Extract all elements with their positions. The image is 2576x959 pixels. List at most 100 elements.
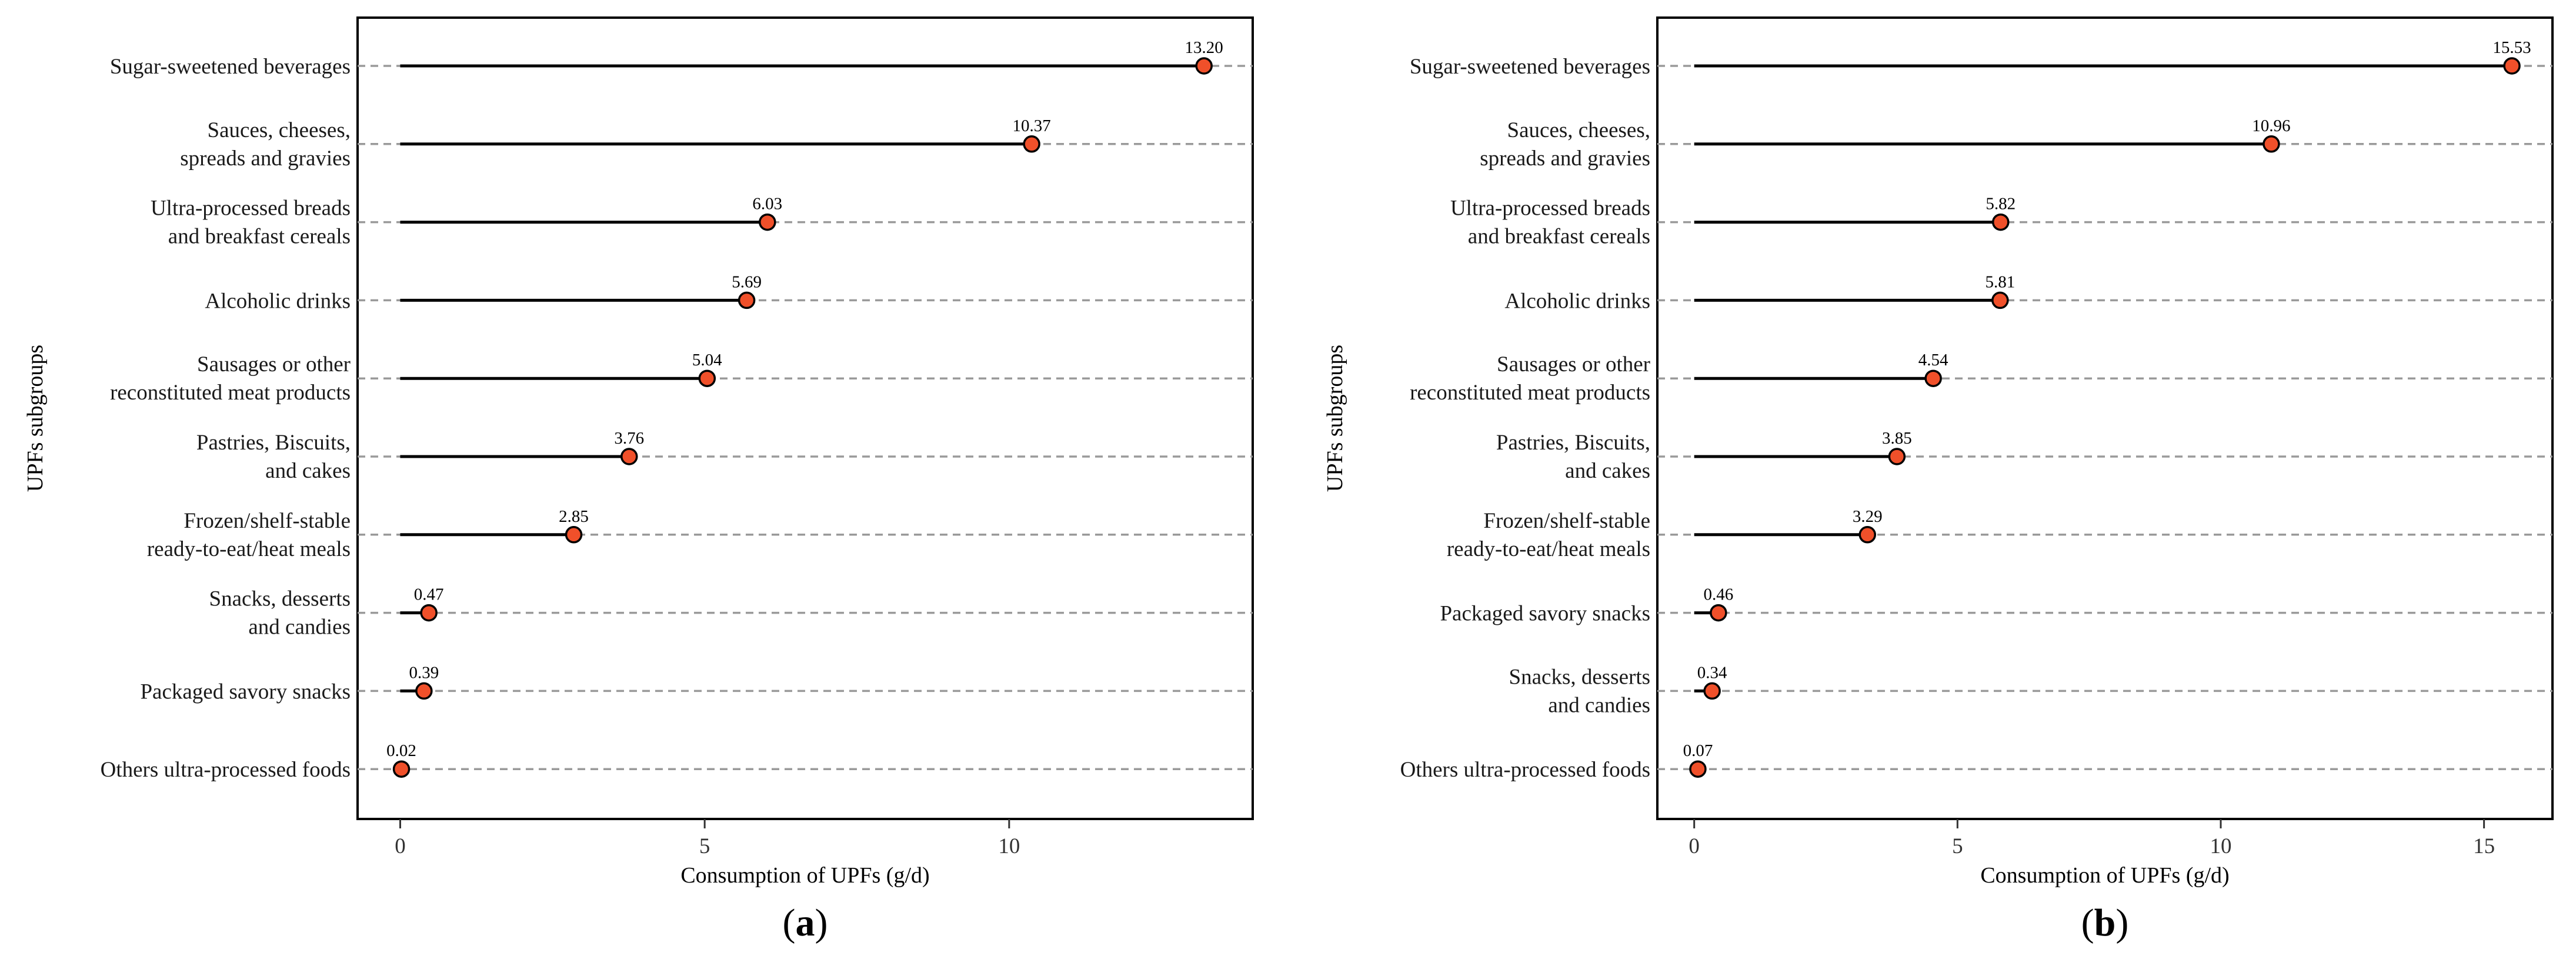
category-label-line: Sausages or other: [197, 352, 351, 377]
data-point: [2263, 135, 2280, 153]
category-label: Frozen/shelf-stable ready-to-eat/heat mea…: [1447, 509, 1650, 561]
data-point: [1888, 448, 1906, 465]
category-label-line: Snacks, desserts: [209, 587, 351, 611]
data-point: [1023, 135, 1040, 153]
category-label-line: spreads and gravies: [180, 146, 351, 171]
value-label: 0.07: [1683, 741, 1713, 760]
category-label: Sausages or other reconstituted meat prod…: [110, 352, 351, 405]
plot-frame: [1656, 16, 2554, 820]
data-point: [565, 526, 583, 544]
value-label: 5.69: [732, 272, 762, 291]
panel-caption: (b): [2081, 901, 2129, 944]
category-label: Pastries, Biscuits, and cakes: [196, 431, 351, 483]
x-tick-label: 5: [1952, 834, 1963, 858]
category-label: Alcoholic drinks: [1504, 289, 1650, 313]
value-label: 0.02: [386, 741, 416, 760]
data-point: [1924, 369, 1942, 387]
data-point: [2503, 57, 2521, 75]
data-point: [1710, 604, 1727, 622]
category-label-line: and breakfast cereals: [168, 225, 351, 249]
category-label-line: Ultra-processed breads: [151, 197, 351, 221]
panel-caption-letter: a: [796, 901, 815, 944]
data-point: [1991, 291, 2009, 309]
category-label-line: spreads and gravies: [1480, 146, 1650, 171]
value-label: 13.20: [1185, 38, 1223, 57]
category-label: Sauces, cheeses, spreads and gravies: [1480, 118, 1650, 171]
x-tick-label: 15: [2473, 834, 2495, 858]
category-label: Snacks, desserts and candies: [1509, 665, 1650, 717]
category-label-line: ready-to-eat/heat meals: [147, 537, 351, 561]
data-point: [392, 760, 411, 778]
value-label: 5.04: [692, 351, 722, 369]
category-label: Ultra-processed breads and breakfast cere…: [151, 197, 351, 249]
value-label: 0.46: [1703, 585, 1733, 604]
plot-frame: [356, 16, 1254, 820]
x-tick-label: 10: [2210, 834, 2231, 858]
category-label: Others ultra-processed foods: [1400, 758, 1650, 782]
y-axis-title: UPFs subgroups: [23, 345, 48, 492]
value-label: 5.82: [1986, 195, 2016, 214]
category-label-line: Frozen/shelf-stable: [1483, 509, 1650, 533]
x-axis-title: Consumption of UPFs (g/d): [680, 863, 929, 888]
value-label: 3.85: [1882, 429, 1912, 448]
x-axis-title: Consumption of UPFs (g/d): [1980, 863, 2229, 888]
x-tick-label: 0: [395, 834, 406, 858]
data-point: [698, 369, 716, 387]
value-label: 10.37: [1013, 116, 1051, 135]
value-label: 6.03: [752, 195, 782, 214]
panel-caption-close: ): [815, 901, 828, 944]
y-axis-title: UPFs subgroups: [1323, 345, 1347, 492]
data-point: [1689, 760, 1707, 778]
category-label: Pastries, Biscuits, and cakes: [1496, 431, 1650, 483]
category-label-line: reconstituted meat products: [110, 381, 351, 405]
value-label: 5.81: [1985, 272, 2015, 291]
category-label-line: Sausages or other: [1497, 352, 1650, 377]
category-label-line: and breakfast cereals: [1468, 225, 1650, 249]
panel-caption-letter: b: [2094, 901, 2116, 944]
data-point: [415, 682, 433, 700]
category-label-line: and cakes: [1565, 459, 1650, 483]
category-label-line: reconstituted meat products: [1410, 381, 1650, 405]
panel-caption-open: (: [783, 901, 796, 944]
data-point: [1195, 57, 1213, 75]
value-label: 4.54: [1918, 351, 1948, 369]
category-label: Packaged savory snacks: [1440, 602, 1650, 626]
data-point: [738, 291, 756, 309]
x-tick-label: 5: [699, 834, 710, 858]
data-point: [759, 213, 776, 231]
data-point: [1858, 526, 1876, 544]
panel-caption: (a): [783, 901, 828, 944]
data-point: [1991, 213, 2010, 231]
chart-panel-b: Sugar-sweetened beverages Sauces, cheeses…: [1323, 16, 2554, 944]
value-label: 0.34: [1697, 663, 1727, 682]
category-label: Alcoholic drinks: [205, 289, 351, 313]
value-label: 2.85: [559, 507, 589, 526]
panel-caption-close: ): [2115, 901, 2128, 944]
category-label-line: and cakes: [265, 459, 351, 483]
category-label-line: Snacks, desserts: [1509, 665, 1650, 689]
category-label: Sauces, cheeses, spreads and gravies: [180, 118, 351, 171]
category-label-line: Pastries, Biscuits,: [1496, 431, 1650, 455]
category-label: Ultra-processed breads and breakfast cere…: [1450, 197, 1650, 249]
category-label-line: ready-to-eat/heat meals: [1447, 537, 1650, 561]
data-point: [1703, 682, 1721, 700]
chart-panel-a: Sugar-sweetened beverages Sauces, cheeses…: [23, 16, 1254, 944]
category-label-line: Sauces, cheeses,: [1507, 118, 1650, 142]
value-label: 0.47: [414, 585, 444, 604]
value-label: 3.76: [614, 429, 644, 448]
panel-caption-open: (: [2081, 901, 2094, 944]
category-label: Sugar-sweetened beverages: [1410, 55, 1650, 79]
category-label-line: and candies: [1548, 693, 1650, 717]
data-point: [620, 448, 638, 465]
x-tick-label: 10: [998, 834, 1020, 858]
value-label: 15.53: [2492, 38, 2531, 57]
category-label: Sugar-sweetened beverages: [110, 55, 351, 79]
category-label: Frozen/shelf-stable ready-to-eat/heat mea…: [147, 509, 351, 561]
category-label-line: Pastries, Biscuits,: [196, 431, 351, 455]
category-label-line: Ultra-processed breads: [1450, 197, 1650, 221]
category-label: Sausages or other reconstituted meat prod…: [1410, 352, 1650, 405]
category-label: Others ultra-processed foods: [101, 758, 351, 782]
category-label: Packaged savory snacks: [140, 680, 351, 704]
category-label: Snacks, desserts and candies: [209, 587, 351, 640]
x-tick-label: 0: [1689, 834, 1700, 858]
